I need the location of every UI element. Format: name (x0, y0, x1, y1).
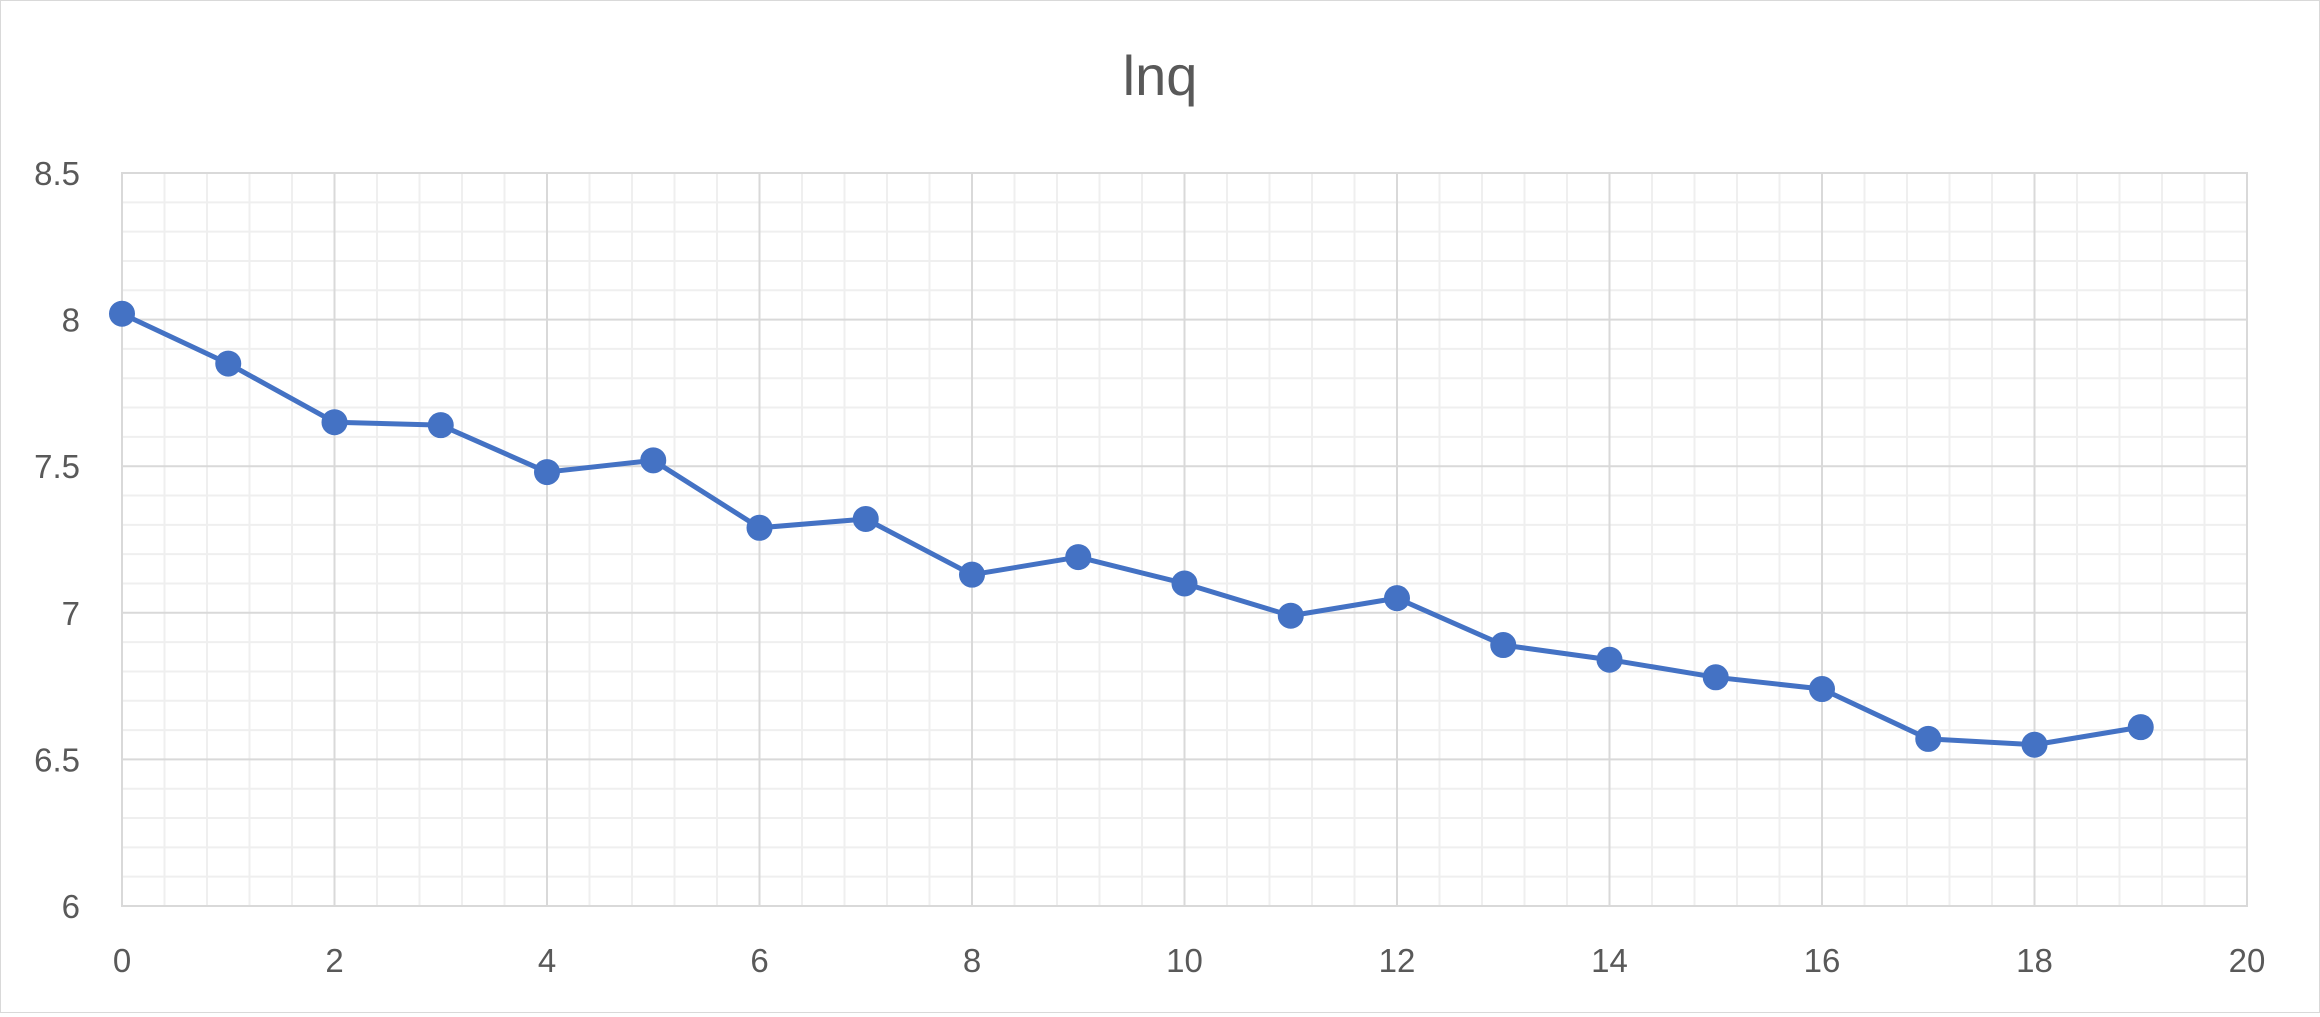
x-tick-label: 8 (963, 942, 981, 979)
y-tick-label: 8.5 (34, 155, 80, 192)
x-tick-label: 20 (2229, 942, 2266, 979)
data-point (852, 505, 879, 532)
plot-border (121, 172, 2248, 907)
plot-area-border (121, 172, 2248, 907)
y-tick-label: 7.5 (34, 448, 80, 485)
x-tick-label: 4 (538, 942, 556, 979)
series-layer (109, 300, 2154, 758)
y-tick-label: 8 (62, 302, 80, 339)
y-axis-tick-labels: 6 6.5 7 7.5 8 8.5 (34, 155, 80, 925)
major-gridlines (122, 173, 2247, 906)
x-tick-label: 18 (2016, 942, 2053, 979)
y-tick-label: 7 (62, 595, 80, 632)
data-point (640, 447, 667, 474)
data-point (321, 409, 348, 436)
series-line (119, 311, 2144, 748)
data-point (1490, 632, 1517, 659)
data-point (1171, 570, 1198, 597)
data-point (1277, 602, 1304, 629)
x-tick-label: 16 (1804, 942, 1841, 979)
data-point (215, 350, 242, 377)
data-point (959, 561, 985, 588)
data-point (534, 459, 560, 486)
data-point (746, 514, 773, 541)
data-point (1702, 664, 1729, 691)
x-tick-label: 0 (113, 942, 131, 979)
data-point (2021, 731, 2048, 758)
y-tick-label: 6.5 (34, 741, 80, 778)
data-point (1809, 676, 1835, 703)
x-tick-label: 14 (1591, 942, 1628, 979)
data-point (1384, 585, 1410, 612)
data-point (1065, 544, 1092, 571)
data-point (2127, 714, 2154, 741)
x-tick-label: 6 (750, 942, 768, 979)
x-tick-label: 12 (1379, 942, 1416, 979)
data-point (1915, 725, 1942, 752)
x-tick-label: 2 (325, 942, 343, 979)
data-point (427, 412, 454, 439)
x-axis-tick-labels: 0 2 4 6 8 10 12 14 16 18 20 (113, 942, 2266, 979)
data-point (1596, 646, 1623, 673)
chart-title: lnq (1123, 44, 1198, 107)
data-point (109, 300, 135, 327)
x-tick-label: 10 (1166, 942, 1203, 979)
y-tick-label: 6 (62, 888, 80, 925)
